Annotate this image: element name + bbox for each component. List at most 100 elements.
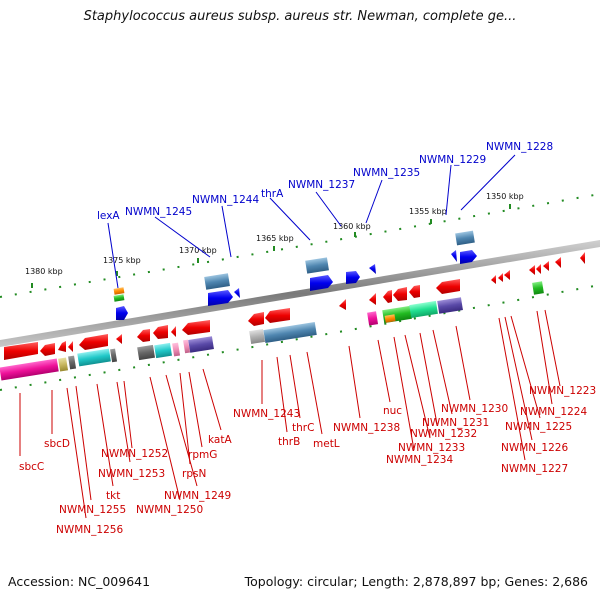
gene-arrow — [310, 275, 333, 291]
connector-line — [404, 334, 431, 439]
feature-block — [113, 287, 125, 295]
gene-label-NWMN_1223: NWMN_1223 — [529, 385, 596, 397]
connector-line — [165, 374, 198, 487]
gene-label-NWMN_1233: NWMN_1233 — [398, 442, 465, 454]
connector-line — [107, 222, 119, 289]
gene-arrow — [68, 341, 73, 352]
feature-block — [68, 355, 77, 370]
gene-arrow — [346, 271, 360, 284]
gene-label-NWMN_1228: NWMN_1228 — [486, 141, 553, 153]
gene-arrow — [529, 265, 535, 275]
gene-arrow — [460, 250, 477, 264]
feature-block — [113, 294, 125, 302]
connector-line — [393, 336, 415, 451]
gene-label-NWMN_1224: NWMN_1224 — [520, 406, 587, 418]
genome-title: Staphylococcus aureus subsp. aureus str.… — [83, 9, 517, 24]
feature-block — [437, 297, 463, 314]
connector-line — [188, 371, 203, 448]
connector-line — [116, 381, 131, 463]
gene-label-NWMN_1245: NWMN_1245 — [125, 206, 192, 218]
connector-line — [179, 372, 191, 465]
gene-label-thrA: thrA — [261, 188, 284, 200]
connector-line — [445, 164, 452, 216]
gene-arrow — [208, 290, 233, 306]
connector-line — [419, 332, 438, 425]
connector-line — [460, 154, 516, 211]
gene-arrow — [491, 275, 496, 284]
gene-arrow — [555, 257, 561, 268]
connector-line — [306, 351, 323, 435]
gene-label-NWMN_1227: NWMN_1227 — [501, 463, 568, 475]
gene-label-lexA: lexA — [97, 210, 120, 222]
connector-line — [315, 191, 342, 227]
gene-arrow — [369, 264, 376, 274]
gene-label-NWMN_1234: NWMN_1234 — [386, 454, 453, 466]
ruler-label-1360: 1360 kbp — [333, 222, 371, 231]
gene-label-NWMN_1256: NWMN_1256 — [56, 524, 123, 536]
connector-line — [276, 356, 288, 433]
lower-gene-labels: sbcC sbcD NWMN_1256 NWMN_1255 tkt NWMN_1… — [19, 385, 596, 536]
gene-arrow — [116, 334, 122, 344]
connector-line — [75, 385, 92, 501]
feature-block — [204, 273, 230, 290]
gene-arrow — [182, 320, 210, 335]
gene-label-rpmG: rpmG — [188, 449, 217, 461]
upper-label-connectors — [107, 154, 516, 289]
connector-line — [498, 317, 526, 461]
gene-arrow — [40, 343, 55, 356]
gene-label-NWMN_1225: NWMN_1225 — [505, 421, 572, 433]
gene-arrow — [248, 312, 264, 326]
ruler-label-1380: 1380 kbp — [25, 267, 63, 276]
gene-label-NWMN_1238: NWMN_1238 — [333, 422, 400, 434]
feature-block — [172, 342, 181, 357]
gene-label-sbcD: sbcD — [44, 438, 70, 450]
gene-label-NWMN_1237: NWMN_1237 — [288, 179, 355, 191]
feature-block — [305, 257, 329, 274]
gene-arrow — [498, 273, 503, 282]
gene-arrow — [504, 270, 510, 280]
connector-line — [202, 368, 222, 431]
connector-line — [154, 216, 211, 258]
gene-label-NWMN_1235: NWMN_1235 — [353, 167, 420, 179]
upper-gene-labels: lexA NWMN_1245 NWMN_1244 thrA NWMN_1237 … — [97, 141, 553, 222]
feature-block — [384, 314, 396, 323]
gene-label-metL: metL — [313, 438, 340, 450]
gene-arrow — [137, 329, 150, 342]
connector-line — [149, 376, 181, 501]
connector-line — [348, 345, 361, 419]
gene-label-NWMN_1244: NWMN_1244 — [192, 194, 259, 206]
connector-line — [269, 197, 311, 241]
gene-arrow — [409, 285, 420, 298]
feature-block — [183, 339, 191, 354]
gene-label-tkt: tkt — [106, 490, 120, 502]
gene-arrow — [265, 308, 290, 323]
feature-block — [188, 336, 214, 353]
forward-feature-blocks — [113, 230, 544, 302]
gene-arrow — [234, 288, 240, 298]
gene-arrow — [153, 325, 168, 339]
gene-arrow — [369, 293, 376, 305]
connector-line — [289, 354, 301, 419]
gene-label-NWMN_1249: NWMN_1249 — [164, 490, 231, 502]
gene-arrow — [536, 264, 541, 274]
gene-label-NWMN_1231: NWMN_1231 — [422, 417, 489, 429]
gene-label-katA: katA — [208, 434, 232, 446]
feature-block — [263, 322, 317, 343]
gene-label-NWMN_1229: NWMN_1229 — [419, 154, 486, 166]
reverse-feature-blocks — [0, 297, 463, 381]
connector-line — [96, 383, 114, 487]
connector-line — [365, 179, 383, 224]
gene-label-NWMN_1255: NWMN_1255 — [59, 504, 126, 516]
gene-label-NWMN_1230: NWMN_1230 — [441, 403, 508, 415]
feature-block — [58, 357, 69, 372]
gene-arrow — [339, 299, 346, 310]
connector-line — [432, 329, 453, 415]
lower-label-connectors — [19, 309, 561, 519]
gene-arrow — [436, 279, 460, 294]
genome-summary-text: Topology: circular; Length: 2,878,897 bp… — [244, 574, 588, 589]
gene-arrow — [171, 326, 176, 337]
gene-label-rpsN: rpsN — [182, 468, 206, 480]
feature-block — [0, 358, 59, 381]
connector-line — [123, 380, 133, 449]
